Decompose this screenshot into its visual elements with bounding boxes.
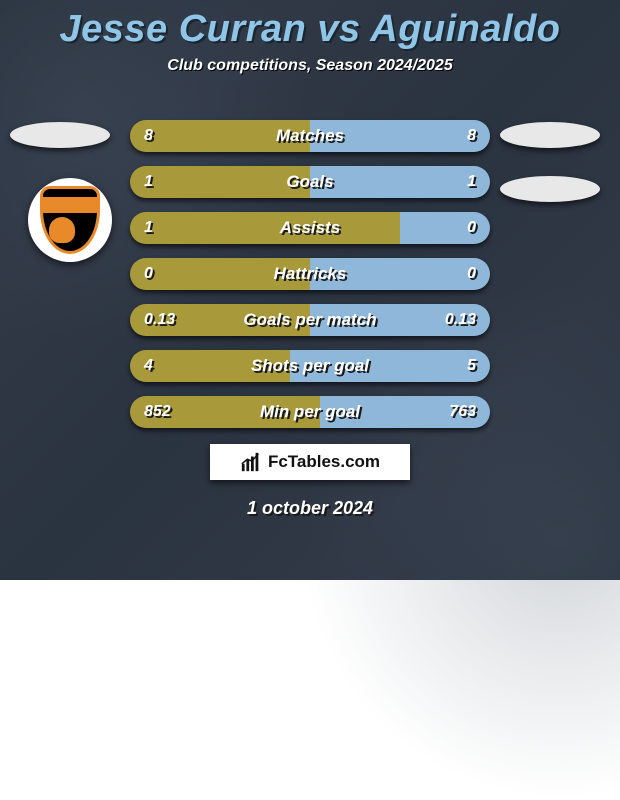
stat-row: Min per goal852763	[130, 396, 490, 428]
stat-row: Goals11	[130, 166, 490, 198]
date-label: 1 october 2024	[0, 498, 620, 519]
stat-bar-right	[310, 166, 490, 198]
stat-bar-right	[310, 304, 490, 336]
player-left-placeholder	[10, 122, 110, 148]
stat-bar-left	[130, 166, 310, 198]
stat-row: Shots per goal45	[130, 350, 490, 382]
club-crest-icon	[40, 186, 100, 254]
subtitle: Club competitions, Season 2024/2025	[0, 57, 620, 75]
spark-bars-icon	[240, 451, 262, 473]
page-title: Jesse Curran vs Aguinaldo	[0, 0, 620, 51]
stat-row: Goals per match0.130.13	[130, 304, 490, 336]
stat-bar-left	[130, 350, 290, 382]
stat-bar-right	[290, 350, 490, 382]
stat-bar-right	[310, 258, 490, 290]
stat-bar-right	[310, 120, 490, 152]
player-right-placeholder-bottom	[500, 176, 600, 202]
stat-row: Matches88	[130, 120, 490, 152]
stat-bar-left	[130, 304, 310, 336]
club-badge-left	[28, 178, 112, 262]
stat-bar-left	[130, 258, 310, 290]
stat-bar-right	[400, 212, 490, 244]
stat-bar-left	[130, 212, 400, 244]
stat-bar-right	[320, 396, 490, 428]
comparison-bars: Matches88 Goals11 Assists10 Hattricks00 Goal…	[130, 120, 490, 442]
stat-row: Hattricks00	[130, 258, 490, 290]
stat-bar-left	[130, 120, 310, 152]
stat-bar-left	[130, 396, 320, 428]
footer-brand: FcTables.com	[210, 444, 410, 480]
footer-brand-text: FcTables.com	[268, 452, 380, 472]
player-right-placeholder-top	[500, 122, 600, 148]
stat-row: Assists10	[130, 212, 490, 244]
